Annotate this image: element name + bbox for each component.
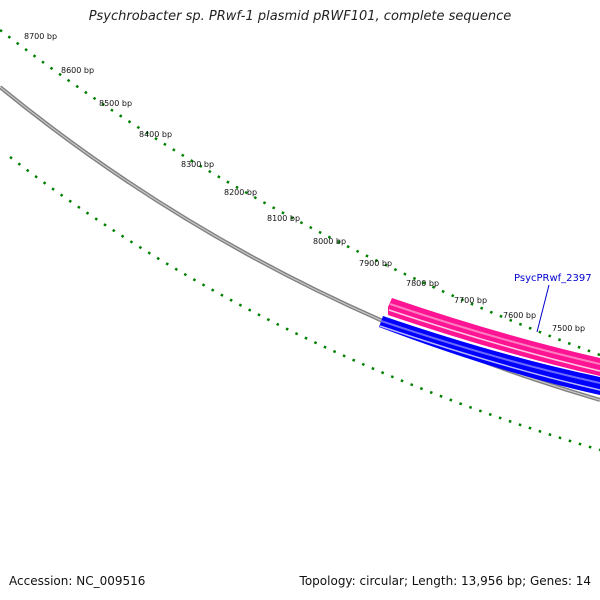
bp-label-8200: 8200 bp	[224, 188, 257, 197]
bp-label-8400: 8400 bp	[139, 130, 172, 139]
bp-label-7800: 7800 bp	[406, 279, 439, 288]
sequence-summary: Topology: circular; Length: 13,956 bp; G…	[299, 574, 591, 588]
bp-label-8300: 8300 bp	[181, 160, 214, 169]
inner-tick-ring	[9, 156, 600, 452]
gene-callout-line	[536, 284, 550, 333]
accession-number: Accession: NC_009516	[9, 574, 146, 588]
bp-label-7900: 7900 bp	[359, 259, 392, 268]
outer-tick-ring	[0, 29, 600, 357]
bp-label-8500: 8500 bp	[99, 99, 132, 108]
gene-reverse-strand[interactable]	[379, 316, 600, 395]
bp-label-8000: 8000 bp	[313, 237, 346, 246]
gene-label-psycprwf-2397[interactable]: PsycPRwf_2397	[514, 273, 592, 284]
bp-label-7500: 7500 bp	[552, 324, 585, 333]
bp-label-8100: 8100 bp	[267, 214, 300, 223]
plasmid-backbone	[0, 85, 600, 402]
bp-label-8700: 8700 bp	[24, 32, 57, 41]
bp-label-8600: 8600 bp	[61, 66, 94, 75]
map-title: Psychrobacter sp. PRwf-1 plasmid pRWF101…	[88, 9, 512, 24]
bp-label-7600: 7600 bp	[503, 311, 536, 320]
bp-label-7700: 7700 bp	[454, 296, 487, 305]
gene-forward-strand[interactable]	[388, 298, 600, 376]
